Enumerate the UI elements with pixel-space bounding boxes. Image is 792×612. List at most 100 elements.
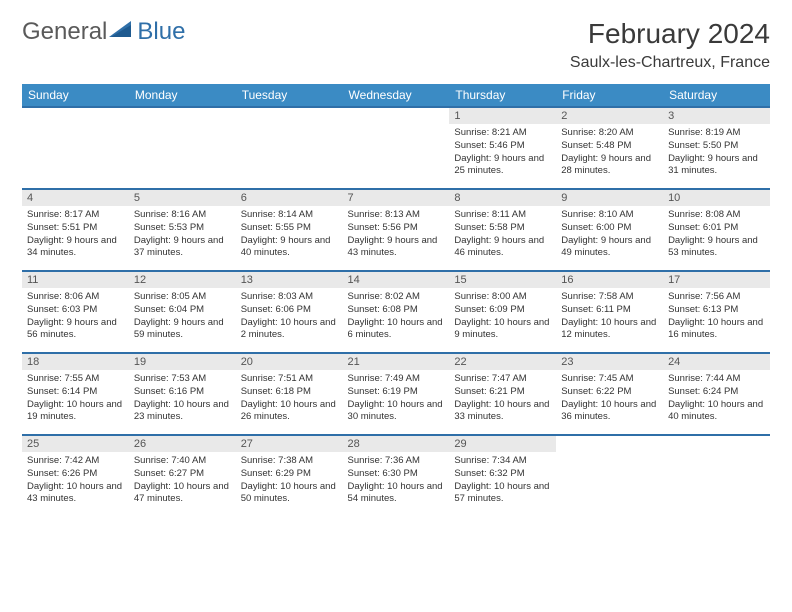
day-number: 25 — [22, 436, 129, 452]
location-text: Saulx-les-Chartreux, France — [570, 54, 770, 72]
day-data: Sunrise: 8:14 AMSunset: 5:55 PMDaylight:… — [236, 206, 343, 263]
day-number: 7 — [343, 190, 450, 206]
day-number: 4 — [22, 190, 129, 206]
day-data: Sunrise: 7:44 AMSunset: 6:24 PMDaylight:… — [663, 370, 770, 427]
day-number: 5 — [129, 190, 236, 206]
day-data: Sunrise: 7:53 AMSunset: 6:16 PMDaylight:… — [129, 370, 236, 427]
calendar-week-row: 18Sunrise: 7:55 AMSunset: 6:14 PMDayligh… — [22, 353, 770, 435]
day-number: 23 — [556, 354, 663, 370]
calendar-header-row: SundayMondayTuesdayWednesdayThursdayFrid… — [22, 84, 770, 107]
calendar-week-row: 4Sunrise: 8:17 AMSunset: 5:51 PMDaylight… — [22, 189, 770, 271]
day-data: Sunrise: 8:17 AMSunset: 5:51 PMDaylight:… — [22, 206, 129, 263]
day-number: 29 — [449, 436, 556, 452]
day-data: Sunrise: 8:16 AMSunset: 5:53 PMDaylight:… — [129, 206, 236, 263]
day-data: Sunrise: 8:21 AMSunset: 5:46 PMDaylight:… — [449, 124, 556, 181]
day-number: 14 — [343, 272, 450, 288]
month-title: February 2024 — [570, 18, 770, 50]
day-number: 12 — [129, 272, 236, 288]
day-data: Sunrise: 7:42 AMSunset: 6:26 PMDaylight:… — [22, 452, 129, 509]
day-number: 6 — [236, 190, 343, 206]
calendar-week-row: 1Sunrise: 8:21 AMSunset: 5:46 PMDaylight… — [22, 107, 770, 189]
calendar-cell — [236, 107, 343, 189]
day-number: 9 — [556, 190, 663, 206]
calendar-cell: 14Sunrise: 8:02 AMSunset: 6:08 PMDayligh… — [343, 271, 450, 353]
calendar-cell: 18Sunrise: 7:55 AMSunset: 6:14 PMDayligh… — [22, 353, 129, 435]
calendar-cell: 6Sunrise: 8:14 AMSunset: 5:55 PMDaylight… — [236, 189, 343, 271]
calendar-cell: 23Sunrise: 7:45 AMSunset: 6:22 PMDayligh… — [556, 353, 663, 435]
day-data: Sunrise: 8:20 AMSunset: 5:48 PMDaylight:… — [556, 124, 663, 181]
calendar-cell: 20Sunrise: 7:51 AMSunset: 6:18 PMDayligh… — [236, 353, 343, 435]
calendar-cell: 5Sunrise: 8:16 AMSunset: 5:53 PMDaylight… — [129, 189, 236, 271]
calendar-cell — [129, 107, 236, 189]
day-data: Sunrise: 8:08 AMSunset: 6:01 PMDaylight:… — [663, 206, 770, 263]
calendar-cell: 16Sunrise: 7:58 AMSunset: 6:11 PMDayligh… — [556, 271, 663, 353]
calendar-cell: 10Sunrise: 8:08 AMSunset: 6:01 PMDayligh… — [663, 189, 770, 271]
calendar-cell: 29Sunrise: 7:34 AMSunset: 6:32 PMDayligh… — [449, 435, 556, 517]
day-header: Sunday — [22, 84, 129, 107]
calendar-week-row: 25Sunrise: 7:42 AMSunset: 6:26 PMDayligh… — [22, 435, 770, 517]
day-data: Sunrise: 8:13 AMSunset: 5:56 PMDaylight:… — [343, 206, 450, 263]
day-data: Sunrise: 8:06 AMSunset: 6:03 PMDaylight:… — [22, 288, 129, 345]
day-data: Sunrise: 7:47 AMSunset: 6:21 PMDaylight:… — [449, 370, 556, 427]
day-data: Sunrise: 8:02 AMSunset: 6:08 PMDaylight:… — [343, 288, 450, 345]
day-data: Sunrise: 7:49 AMSunset: 6:19 PMDaylight:… — [343, 370, 450, 427]
calendar-body: 1Sunrise: 8:21 AMSunset: 5:46 PMDaylight… — [22, 107, 770, 517]
calendar-cell: 11Sunrise: 8:06 AMSunset: 6:03 PMDayligh… — [22, 271, 129, 353]
day-header: Friday — [556, 84, 663, 107]
calendar-cell: 28Sunrise: 7:36 AMSunset: 6:30 PMDayligh… — [343, 435, 450, 517]
day-data: Sunrise: 7:55 AMSunset: 6:14 PMDaylight:… — [22, 370, 129, 427]
calendar-cell: 25Sunrise: 7:42 AMSunset: 6:26 PMDayligh… — [22, 435, 129, 517]
day-number: 3 — [663, 108, 770, 124]
day-number: 26 — [129, 436, 236, 452]
day-number: 24 — [663, 354, 770, 370]
calendar-cell: 13Sunrise: 8:03 AMSunset: 6:06 PMDayligh… — [236, 271, 343, 353]
calendar-cell: 1Sunrise: 8:21 AMSunset: 5:46 PMDaylight… — [449, 107, 556, 189]
day-number: 20 — [236, 354, 343, 370]
day-data: Sunrise: 8:11 AMSunset: 5:58 PMDaylight:… — [449, 206, 556, 263]
calendar-cell: 4Sunrise: 8:17 AMSunset: 5:51 PMDaylight… — [22, 189, 129, 271]
logo-text-blue: Blue — [137, 18, 185, 45]
calendar-table: SundayMondayTuesdayWednesdayThursdayFrid… — [22, 84, 770, 517]
calendar-cell — [663, 435, 770, 517]
calendar-cell: 3Sunrise: 8:19 AMSunset: 5:50 PMDaylight… — [663, 107, 770, 189]
day-data: Sunrise: 8:19 AMSunset: 5:50 PMDaylight:… — [663, 124, 770, 181]
calendar-cell — [556, 435, 663, 517]
day-data: Sunrise: 7:45 AMSunset: 6:22 PMDaylight:… — [556, 370, 663, 427]
calendar-cell — [22, 107, 129, 189]
day-number: 18 — [22, 354, 129, 370]
calendar-cell: 26Sunrise: 7:40 AMSunset: 6:27 PMDayligh… — [129, 435, 236, 517]
day-number: 22 — [449, 354, 556, 370]
calendar-cell: 2Sunrise: 8:20 AMSunset: 5:48 PMDaylight… — [556, 107, 663, 189]
calendar-cell: 15Sunrise: 8:00 AMSunset: 6:09 PMDayligh… — [449, 271, 556, 353]
day-header: Wednesday — [343, 84, 450, 107]
calendar-cell: 27Sunrise: 7:38 AMSunset: 6:29 PMDayligh… — [236, 435, 343, 517]
day-number: 16 — [556, 272, 663, 288]
day-data: Sunrise: 7:36 AMSunset: 6:30 PMDaylight:… — [343, 452, 450, 509]
day-data: Sunrise: 7:56 AMSunset: 6:13 PMDaylight:… — [663, 288, 770, 345]
calendar-week-row: 11Sunrise: 8:06 AMSunset: 6:03 PMDayligh… — [22, 271, 770, 353]
day-number: 15 — [449, 272, 556, 288]
calendar-cell: 24Sunrise: 7:44 AMSunset: 6:24 PMDayligh… — [663, 353, 770, 435]
day-number: 19 — [129, 354, 236, 370]
logo: General Blue — [22, 18, 185, 46]
calendar-cell — [343, 107, 450, 189]
day-number: 21 — [343, 354, 450, 370]
day-number: 27 — [236, 436, 343, 452]
day-number: 11 — [22, 272, 129, 288]
day-header: Thursday — [449, 84, 556, 107]
calendar-cell: 9Sunrise: 8:10 AMSunset: 6:00 PMDaylight… — [556, 189, 663, 271]
logo-triangle-icon — [109, 19, 135, 46]
day-data: Sunrise: 7:51 AMSunset: 6:18 PMDaylight:… — [236, 370, 343, 427]
day-number: 10 — [663, 190, 770, 206]
day-number: 8 — [449, 190, 556, 206]
day-data: Sunrise: 7:58 AMSunset: 6:11 PMDaylight:… — [556, 288, 663, 345]
calendar-cell: 7Sunrise: 8:13 AMSunset: 5:56 PMDaylight… — [343, 189, 450, 271]
day-data: Sunrise: 8:05 AMSunset: 6:04 PMDaylight:… — [129, 288, 236, 345]
day-header: Monday — [129, 84, 236, 107]
calendar-cell: 17Sunrise: 7:56 AMSunset: 6:13 PMDayligh… — [663, 271, 770, 353]
day-header: Saturday — [663, 84, 770, 107]
day-number: 28 — [343, 436, 450, 452]
day-number: 13 — [236, 272, 343, 288]
day-number: 1 — [449, 108, 556, 124]
calendar-cell: 8Sunrise: 8:11 AMSunset: 5:58 PMDaylight… — [449, 189, 556, 271]
